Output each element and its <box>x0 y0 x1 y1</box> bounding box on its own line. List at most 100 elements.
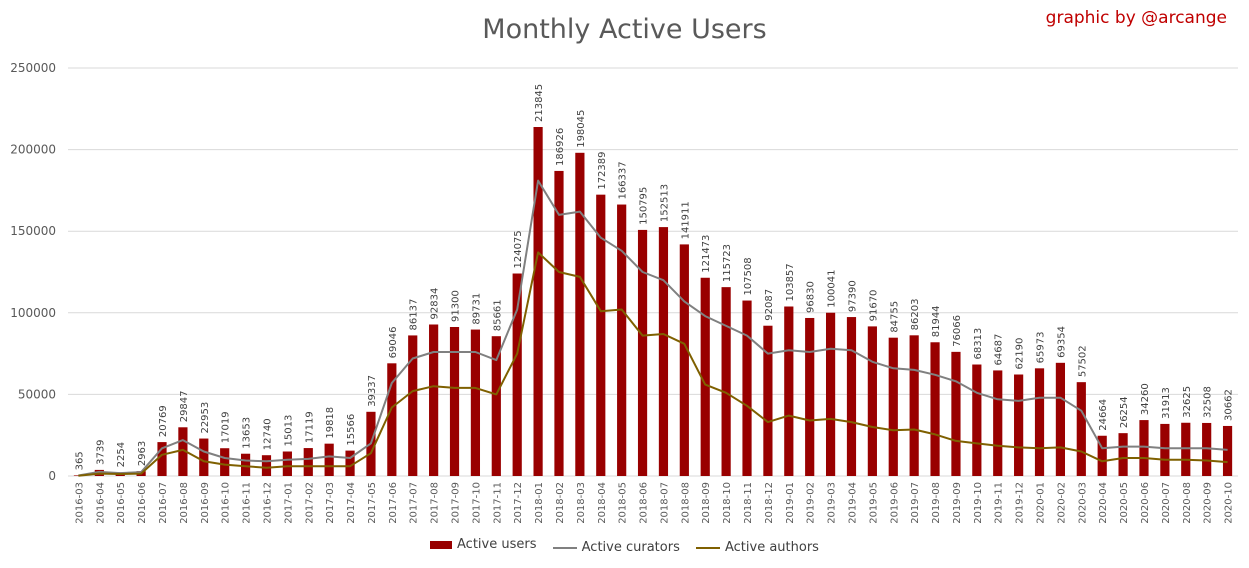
bar <box>282 451 292 476</box>
data-label: 12740 <box>262 418 273 450</box>
data-label: 121473 <box>701 235 712 273</box>
x-tick-label: 2017-12 <box>513 482 524 524</box>
bar <box>805 317 815 476</box>
bar <box>1097 435 1107 476</box>
x-tick-label: 2018-12 <box>764 482 775 524</box>
bar <box>825 312 836 476</box>
y-tick-label: 0 <box>48 469 56 483</box>
x-tick-label: 2018-06 <box>639 482 650 524</box>
legend-swatch-active-authors <box>696 546 720 549</box>
bar <box>470 329 481 476</box>
x-tick-label: 2016-11 <box>242 482 253 524</box>
data-label: 152513 <box>659 184 670 222</box>
data-label: 34260 <box>1140 383 1151 415</box>
data-label: 22953 <box>200 402 211 434</box>
bar <box>303 448 313 476</box>
data-label: 89731 <box>471 293 482 325</box>
bar <box>261 455 272 476</box>
bar <box>199 438 209 476</box>
data-label: 81944 <box>931 305 942 337</box>
x-tick-label: 2016-03 <box>74 482 85 524</box>
x-tick-label: 2018-08 <box>680 482 691 524</box>
bar <box>888 337 898 476</box>
x-tick-label: 2016-07 <box>158 482 169 524</box>
data-label: 172389 <box>597 151 608 189</box>
bar <box>784 306 794 476</box>
bar <box>1160 423 1170 476</box>
data-label: 13653 <box>242 417 253 449</box>
data-label: 141911 <box>680 201 691 239</box>
data-label: 68313 <box>973 328 984 360</box>
data-label: 124075 <box>513 230 524 268</box>
x-tick-label: 2016-05 <box>116 482 127 524</box>
data-label: 91300 <box>451 290 462 322</box>
chart-title: Monthly Active Users <box>482 14 767 45</box>
data-label: 150795 <box>639 187 650 225</box>
legend-label-active-authors: Active authors <box>725 540 819 555</box>
x-tick-label: 2019-02 <box>806 482 817 524</box>
legend-item-active-authors: Active authors <box>696 540 819 555</box>
x-tick-label: 2019-12 <box>1015 482 1026 524</box>
x-tick-label: 2019-08 <box>931 482 942 524</box>
bar <box>658 227 669 476</box>
y-tick-label: 250000 <box>10 61 56 75</box>
bar <box>1139 420 1149 476</box>
data-label: 91670 <box>868 290 879 322</box>
bar <box>575 152 585 476</box>
data-label: 365 <box>74 451 85 470</box>
data-label: 26254 <box>1119 396 1130 428</box>
legend-swatch-active-curators <box>552 546 577 549</box>
data-label: 19818 <box>325 407 336 439</box>
data-label: 64687 <box>994 334 1005 366</box>
bar <box>1222 425 1233 476</box>
data-label: 85661 <box>492 299 503 331</box>
bar <box>1014 374 1024 476</box>
x-tick-label: 2018-10 <box>722 482 733 524</box>
bar <box>993 370 1003 476</box>
data-label: 69354 <box>1056 326 1067 358</box>
bar <box>1076 382 1086 476</box>
data-label: 24664 <box>1098 399 1109 431</box>
x-tick-label: 2018-09 <box>701 482 712 524</box>
data-label: 3739 <box>95 439 106 464</box>
legend-label-active-curators: Active curators <box>581 540 680 555</box>
bar <box>449 326 460 476</box>
data-label: 86137 <box>409 299 420 331</box>
data-label: 32508 <box>1203 386 1214 418</box>
bar <box>972 364 982 476</box>
data-label: 103857 <box>785 263 796 301</box>
data-label: 69046 <box>388 327 399 359</box>
x-tick-label: 2018-11 <box>743 482 754 524</box>
x-tick-label: 2017-03 <box>325 482 336 524</box>
y-tick-label: 200000 <box>10 143 56 157</box>
data-label: 29847 <box>179 390 190 422</box>
data-label: 65973 <box>1036 332 1047 364</box>
bar <box>1118 433 1128 476</box>
x-tick-label: 2020-04 <box>1098 482 1109 524</box>
data-label: 84755 <box>889 301 900 333</box>
legend-item-active-users: Active users <box>430 537 537 552</box>
x-tick-label: 2016-08 <box>179 482 190 524</box>
series-line-active-authors <box>78 251 1228 477</box>
x-tick-label: 2019-06 <box>889 482 900 524</box>
x-tick-label: 2020-02 <box>1056 482 1067 524</box>
bar <box>220 448 230 476</box>
data-label: 39337 <box>367 375 378 407</box>
data-label: 166337 <box>618 161 629 199</box>
legend-swatch-active-users <box>430 540 453 549</box>
bar <box>533 127 543 477</box>
bar <box>721 287 731 476</box>
bar <box>909 335 919 476</box>
data-label: 31913 <box>1161 387 1172 419</box>
x-tick-label: 2019-07 <box>910 482 921 524</box>
x-tick-label: 2017-05 <box>367 482 378 524</box>
data-label: 96830 <box>806 281 817 313</box>
x-tick-label: 2018-02 <box>555 482 566 524</box>
x-tick-label: 2017-09 <box>451 482 462 524</box>
data-label: 76066 <box>952 315 963 347</box>
data-label: 2963 <box>137 441 148 466</box>
bar <box>324 443 334 476</box>
x-tick-label: 2020-08 <box>1182 482 1193 524</box>
bar <box>408 335 418 476</box>
data-label: 2254 <box>116 442 127 467</box>
